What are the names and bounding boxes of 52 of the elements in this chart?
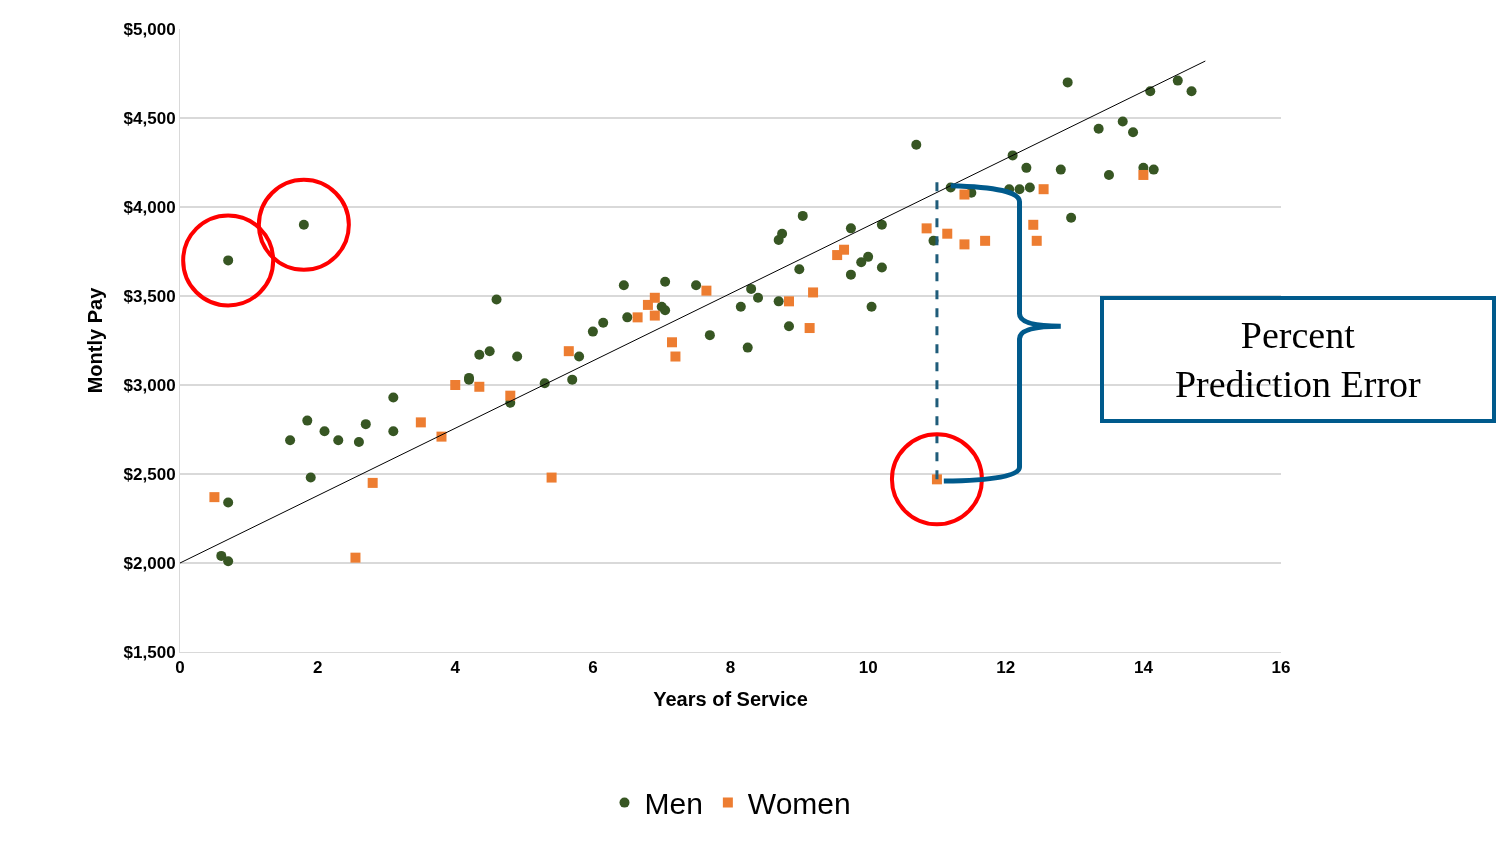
picture-textbox: Percent Prediction Error — [1100, 296, 1496, 423]
x-tick-label: 8 — [725, 658, 736, 678]
point — [649, 292, 660, 303]
point — [1138, 169, 1149, 180]
legend-label: Men — [644, 787, 703, 821]
y-tick-label: $4,500 — [123, 108, 176, 128]
point — [474, 381, 485, 392]
y-tick-label: $2,500 — [123, 464, 176, 484]
point — [808, 287, 819, 298]
y-tick-label: $2,000 — [123, 553, 176, 573]
y-tick-label: $3,000 — [123, 375, 176, 395]
point — [642, 299, 653, 310]
point — [959, 239, 970, 250]
y-tick-label: $4,000 — [123, 197, 176, 217]
point — [670, 351, 681, 362]
x-tick-label: 16 — [1271, 658, 1291, 678]
legend-label: Women — [747, 787, 851, 821]
point — [1031, 235, 1042, 246]
x-axis-title: Years of Service — [653, 687, 808, 710]
point — [959, 189, 970, 200]
point — [563, 346, 574, 357]
point — [921, 223, 932, 234]
x-tick-label: 4 — [450, 658, 461, 678]
point — [632, 312, 643, 323]
x-tick-label: 10 — [858, 658, 878, 678]
point — [367, 477, 378, 488]
point — [350, 552, 361, 563]
annotation: Percent Prediction Error — [1174, 314, 1422, 406]
point — [649, 310, 660, 321]
x-tick-label: 12 — [996, 658, 1016, 678]
point — [415, 417, 426, 428]
x-tick-label: 6 — [588, 658, 598, 678]
y-tick-label: $1,500 — [123, 642, 176, 662]
point — [980, 235, 991, 246]
point — [546, 472, 557, 483]
point — [1038, 184, 1049, 195]
point — [783, 296, 794, 307]
point — [209, 492, 220, 503]
point — [1028, 219, 1039, 230]
point — [505, 390, 516, 401]
y-axis-title: Montly Pay — [84, 286, 107, 394]
point — [804, 323, 815, 334]
point — [701, 285, 712, 296]
point — [942, 228, 953, 239]
x-tick-label: 14 — [1133, 658, 1154, 678]
point — [667, 337, 678, 348]
point — [839, 244, 850, 255]
y-tick-label: $5,000 — [123, 19, 176, 39]
y-tick-label: $3,500 — [123, 286, 176, 306]
x-tick-label: 0 — [175, 658, 185, 678]
point — [450, 380, 461, 390]
x-tick-label: 2 — [312, 658, 323, 678]
